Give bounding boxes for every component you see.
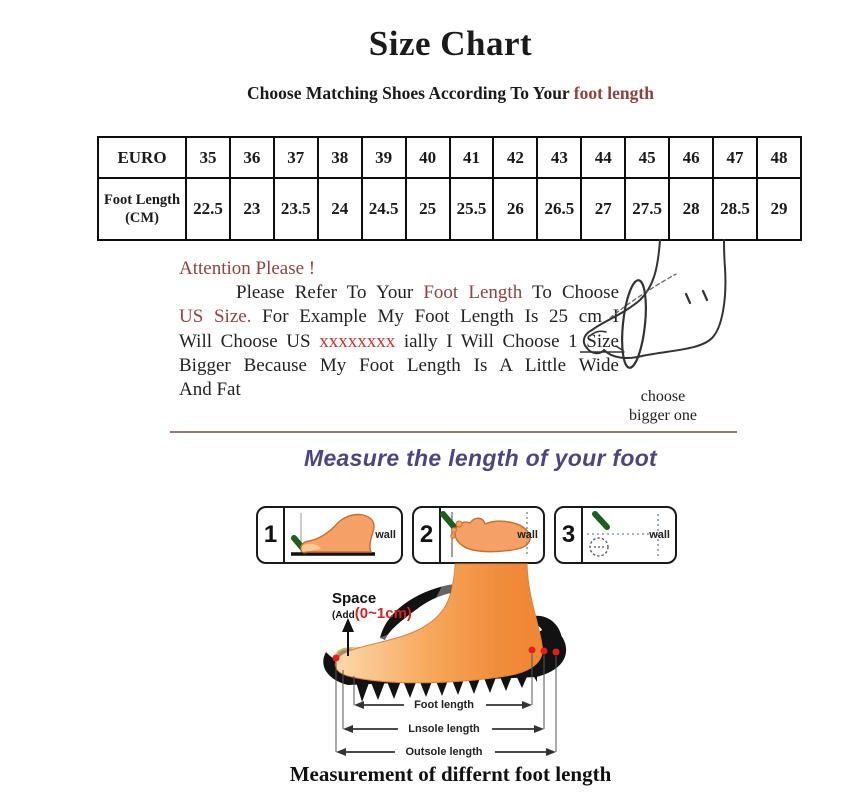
- subtitle-text: Choose Matching Shoes According To Your: [247, 83, 574, 103]
- space-range: (0~1cm): [354, 605, 412, 622]
- euro-size: 41: [448, 136, 495, 179]
- attention-block: Attention Please ! Please Refer To Your …: [179, 257, 619, 402]
- attention-text: Will Choose US: [179, 330, 320, 352]
- page-title: Size Chart: [368, 24, 533, 63]
- table-row-foot-length: Foot Length (CM) 22.5 23 23.5 24 24.5 25…: [97, 177, 803, 241]
- foot-length-value: 25: [404, 177, 451, 241]
- euro-size: 46: [668, 136, 715, 179]
- foot-measurement-diagram: Foot length Lnsole length Outsole length: [323, 563, 567, 758]
- attention-text: For Example My Foot Length Is 25 cm I: [251, 306, 619, 328]
- subtitle: Choose Matching Shoes According To Your …: [24, 83, 853, 104]
- wall-label: wall: [375, 529, 396, 541]
- euro-size: 45: [624, 136, 671, 179]
- foot-length-value: 27.5: [624, 177, 671, 241]
- step-number: 2: [414, 508, 441, 562]
- euro-header: EURO: [97, 136, 187, 179]
- insole-length-arrow-label: Lnsole length: [408, 723, 480, 735]
- attention-heading: Attention Please !: [179, 258, 316, 279]
- foot-length-value: 23.5: [272, 177, 319, 241]
- step-number: 1: [258, 508, 285, 562]
- euro-size: 37: [272, 136, 319, 179]
- attention-redacted-text: xxxxxxxx: [319, 330, 396, 352]
- foot-length-value: 24.5: [360, 177, 407, 241]
- foot-length-value: 24: [316, 177, 363, 241]
- step3-measuring-illustration: [587, 511, 659, 557]
- note-line: bigger one: [629, 407, 697, 424]
- attention-accent: US Size.: [179, 306, 252, 328]
- euro-size: 36: [228, 136, 275, 179]
- step1-foot-side-illustration: [291, 513, 375, 556]
- foot-sketch-illustration: [580, 239, 727, 369]
- euro-size: 35: [185, 136, 231, 179]
- foot-length-value: 23: [228, 177, 275, 241]
- measuring-steps: 1 wall 2 wall 3: [256, 506, 677, 564]
- attention-line: Please Refer To Your Foot Length To Choo…: [179, 281, 619, 305]
- choose-bigger-note: choose bigger one: [598, 387, 728, 425]
- step-panel-3: 3 wall: [554, 506, 677, 564]
- foot-length-value: 25.5: [448, 177, 495, 241]
- wall-label: wall: [649, 529, 670, 541]
- attention-accent: Foot Length: [423, 282, 523, 304]
- step2-footprint-illustration: [440, 511, 531, 557]
- measure-heading: Measure the length of your foot: [303, 445, 658, 471]
- wall-label: wall: [517, 529, 538, 541]
- euro-size: 40: [404, 136, 451, 179]
- attention-text: ially I Will Choose 1 Size: [395, 330, 619, 352]
- step-panel-1: 1 wall: [256, 506, 403, 564]
- size-conversion-table: EURO 35 36 37 38 39 40 41 42 43 44 45 46…: [97, 136, 803, 241]
- foot-length-value: 26: [492, 177, 539, 241]
- euro-size: 48: [755, 136, 803, 179]
- step-number: 3: [556, 508, 583, 562]
- attention-text: To Choose: [522, 282, 620, 304]
- outsole-length-arrow-label: Outsole length: [406, 746, 483, 758]
- euro-size: 44: [580, 136, 627, 179]
- foot-length-value: 28.5: [712, 177, 758, 241]
- space-word: Space: [332, 590, 377, 607]
- attention-line: US Size. For Example My Foot Length Is 2…: [179, 305, 619, 329]
- diagram-caption: Measurement of differnt foot length: [289, 762, 612, 786]
- attention-line: Bigger Because My Foot Length Is A Littl…: [179, 354, 619, 376]
- foot-length-value: 29: [755, 177, 803, 241]
- foot-length-value: 28: [668, 177, 715, 241]
- table-row-euro: EURO 35 36 37 38 39 40 41 42 43 44 45 46…: [97, 136, 803, 179]
- section-divider: [170, 431, 737, 433]
- space-allowance-label: Space (Add(0~1cm): [332, 591, 412, 623]
- foot-length-header: Foot Length (CM): [97, 177, 187, 241]
- euro-size: 38: [316, 136, 363, 179]
- foot-length-value: 27: [580, 177, 627, 241]
- space-add: (Add: [332, 610, 355, 621]
- attention-line: And Fat: [179, 379, 241, 401]
- euro-size: 43: [536, 136, 583, 179]
- note-line: choose: [640, 388, 686, 405]
- subtitle-accent: foot length: [573, 83, 654, 103]
- attention-text: Please Refer To Your: [236, 282, 424, 304]
- foot-length-value: 22.5: [185, 177, 231, 241]
- attention-line: Will Choose US xxxxxxxx ially I Will Cho…: [179, 330, 619, 354]
- euro-size: 39: [360, 136, 407, 179]
- euro-size: 47: [712, 136, 758, 179]
- foot-length-arrow-label: Foot length: [414, 699, 474, 711]
- step-panel-2: 2 wall: [412, 506, 545, 564]
- foot-length-value: 26.5: [536, 177, 583, 241]
- euro-size: 42: [492, 136, 539, 179]
